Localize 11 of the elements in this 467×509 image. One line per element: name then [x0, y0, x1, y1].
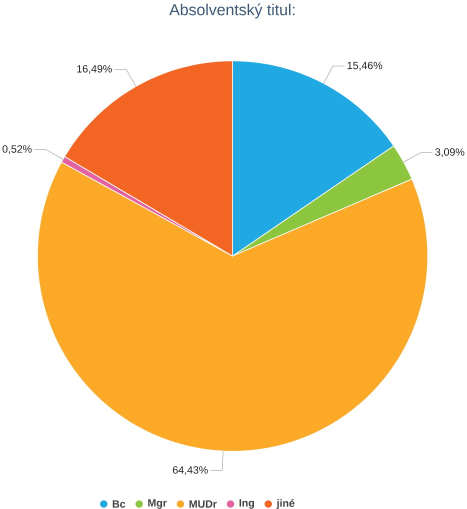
- chart-title: Absolventský titul:: [169, 4, 295, 18]
- legend-label: Mgr: [148, 499, 167, 509]
- legend-label: MUDr: [190, 500, 217, 508]
- legend-label: Bc: [112, 500, 126, 508]
- data-label: 3,09%: [435, 148, 464, 158]
- legend-label: Ing: [240, 499, 254, 509]
- data-label: 64,43%: [173, 466, 208, 475]
- data-label: 16,49%: [77, 65, 112, 74]
- legend-label: jiné: [276, 499, 295, 509]
- data-label: 15,46%: [348, 62, 382, 70]
- data-label: 0,52%: [2, 145, 32, 154]
